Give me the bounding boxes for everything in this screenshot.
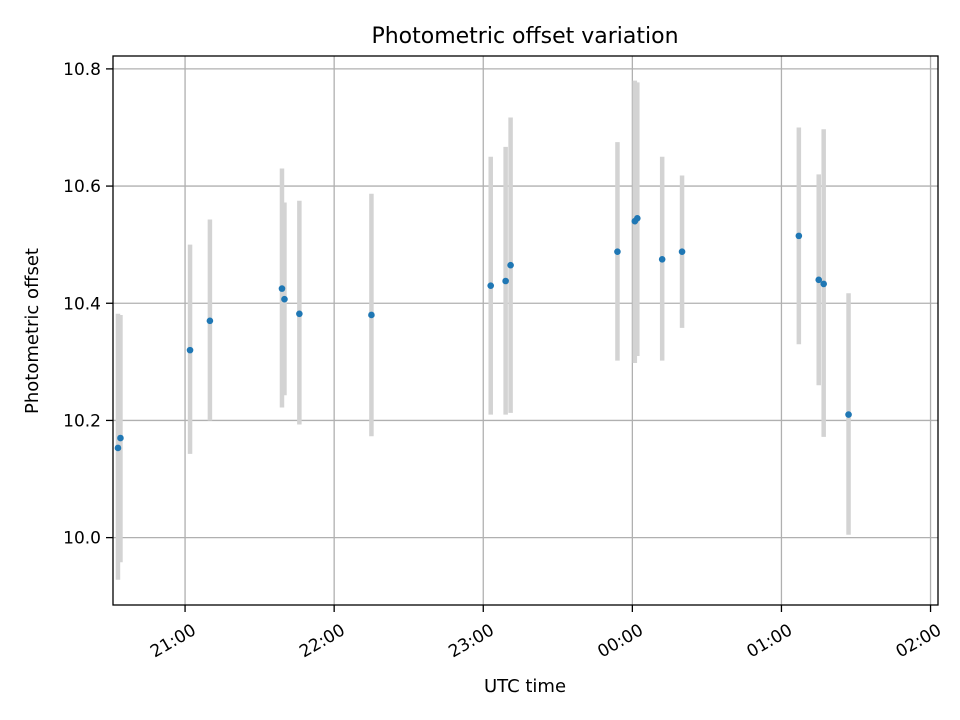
data-point xyxy=(114,444,122,452)
y-axis-label: Photometric offset xyxy=(22,248,43,414)
data-point xyxy=(678,248,686,255)
y-tick-label: 10.6 xyxy=(63,177,101,197)
data-point xyxy=(845,411,852,418)
y-tick-label: 10.0 xyxy=(63,529,101,549)
data-point xyxy=(614,248,621,255)
data-point xyxy=(658,256,666,263)
y-axis: 10.0 10.2 10.4 10.6 10.8 xyxy=(63,60,113,549)
y-tick-label: 10.2 xyxy=(63,411,101,431)
y-tick-label: 10.8 xyxy=(63,60,101,80)
data-point xyxy=(487,282,495,289)
data-point xyxy=(296,310,303,318)
data-point xyxy=(634,214,641,222)
data-point xyxy=(507,261,514,269)
data-points xyxy=(114,214,852,452)
chart-title: Photometric offset variation xyxy=(371,24,678,49)
data-point xyxy=(278,285,286,292)
data-point xyxy=(795,232,803,240)
data-point xyxy=(281,295,288,303)
data-point xyxy=(815,276,823,284)
x-axis-label: UTC time xyxy=(484,676,566,697)
data-point xyxy=(502,277,509,285)
data-point xyxy=(368,311,375,319)
data-point xyxy=(206,317,214,325)
data-point xyxy=(117,434,124,442)
y-tick-label: 10.4 xyxy=(63,294,101,314)
data-point xyxy=(186,346,194,354)
plot-area-frame xyxy=(112,55,939,606)
data-point xyxy=(820,280,827,288)
